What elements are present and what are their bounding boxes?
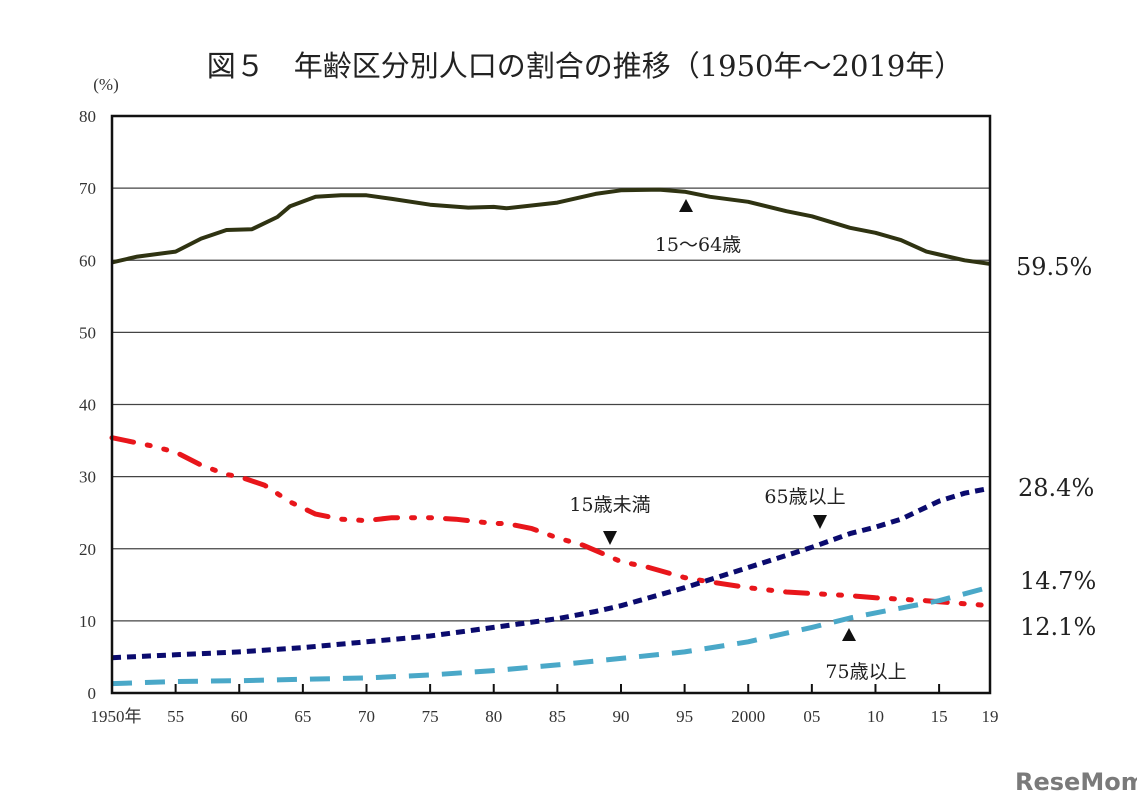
y-tick-label: 60 xyxy=(79,251,96,270)
annotation-label: 15～64歳 xyxy=(655,234,741,256)
y-tick-label: 80 xyxy=(79,107,96,126)
series-lines xyxy=(109,187,993,687)
x-tick-label: 10 xyxy=(867,707,884,726)
x-tick-label: 60 xyxy=(231,707,248,726)
end-label-under-15: 12.1% xyxy=(1020,613,1096,641)
watermark-logo: ReseMom xyxy=(1015,768,1137,796)
x-tick-label: 85 xyxy=(549,707,566,726)
axis-ticks: 0 10 20 30 40 50 60 70 80 1950年 55 60 65 70 75 80 85 90 95… xyxy=(79,107,999,726)
end-label-65-plus: 28.4% xyxy=(1018,474,1094,502)
x-tick-label: 80 xyxy=(485,707,502,726)
chart-title: 図５ 年齢区分別人口の割合の推移（1950年～2019年） xyxy=(207,49,964,83)
triangle-up-icon xyxy=(842,628,856,641)
x-tick-label: 75 xyxy=(422,707,439,726)
annotation-label: 65歳以上 xyxy=(764,486,845,508)
triangle-up-icon xyxy=(679,199,693,212)
annotation-75-plus: 75歳以上 xyxy=(825,628,907,683)
y-tick-label: 0 xyxy=(88,684,97,703)
x-tick-label: 65 xyxy=(294,707,311,726)
annotation-label: 15歳未満 xyxy=(569,494,650,516)
x-tick-label: 1950年 xyxy=(91,707,142,726)
end-label-75-plus: 14.7% xyxy=(1020,567,1096,595)
series-line-1 xyxy=(111,187,991,266)
y-tick-label: 70 xyxy=(79,179,96,198)
annotation-65-plus: 65歳以上 xyxy=(764,486,846,529)
annotation-under-15: 15歳未満 xyxy=(569,494,651,545)
annotation-15-64: 15～64歳 xyxy=(655,199,741,256)
end-label-15-64: 59.5% xyxy=(1016,253,1092,281)
x-tick-label: 15 xyxy=(931,707,948,726)
annotation-label: 75歳以上 xyxy=(825,661,906,683)
x-tick-label: 70 xyxy=(358,707,375,726)
y-axis-label: (%) xyxy=(93,75,118,94)
y-tick-label: 50 xyxy=(79,323,96,342)
series-line-3 xyxy=(111,485,991,661)
y-tick-label: 40 xyxy=(79,396,96,415)
plot-frame xyxy=(110,114,992,695)
triangle-down-icon xyxy=(603,531,617,545)
y-tick-label: 10 xyxy=(79,612,96,631)
x-tick-label: 19 xyxy=(982,707,999,726)
x-tick-label: 2000 xyxy=(731,707,765,726)
y-tick-label: 30 xyxy=(79,468,96,487)
series-line-4 xyxy=(111,584,991,687)
triangle-down-icon xyxy=(813,515,827,529)
grid xyxy=(112,187,990,622)
series-line-2 xyxy=(109,435,993,609)
x-tick-label: 05 xyxy=(803,707,820,726)
x-tick-label: 95 xyxy=(676,707,693,726)
x-tick-label: 90 xyxy=(612,707,629,726)
x-tick-label: 55 xyxy=(167,707,184,726)
y-tick-label: 20 xyxy=(79,540,96,559)
